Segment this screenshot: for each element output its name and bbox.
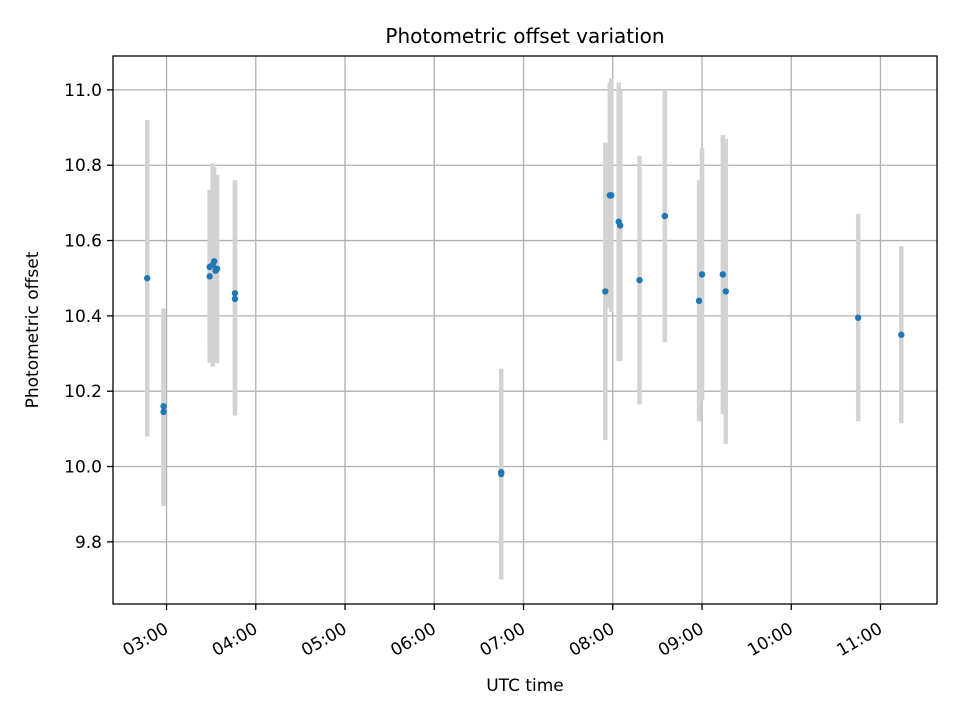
data-point — [144, 275, 151, 282]
data-point — [213, 265, 221, 272]
data-point — [210, 258, 218, 265]
y-tick-label: 10.6 — [64, 232, 102, 252]
x-tick-label: 10:00 — [744, 619, 796, 661]
data-point — [695, 297, 703, 305]
x-tick-label: 11:00 — [834, 619, 886, 661]
data-point — [602, 288, 609, 295]
x-tick-label: 04:00 — [209, 619, 261, 661]
data-point — [231, 290, 239, 297]
y-tick-label: 10.0 — [64, 458, 102, 478]
y-tick-label: 10.4 — [64, 307, 102, 327]
y-tick-label: 10.2 — [64, 382, 102, 402]
data-point — [719, 271, 727, 278]
error-bars — [144, 78, 904, 580]
x-axis-label: UTC time — [486, 676, 564, 696]
data-point — [160, 408, 167, 416]
data-point — [722, 288, 729, 295]
x-tick-label: 07:00 — [477, 619, 529, 661]
y-tick-label: 11.0 — [64, 81, 102, 101]
x-tick-label: 06:00 — [387, 619, 439, 661]
y-axis-label: Photometric offset — [23, 251, 43, 408]
data-point — [206, 273, 213, 280]
data-points — [144, 192, 905, 478]
chart-title: Photometric offset variation — [385, 24, 664, 48]
x-tick-label: 03:00 — [120, 619, 172, 661]
axis-ticks: 03:00 04:00 05:00 06:00 07:00 08:00 09:00 10:00… — [64, 81, 886, 661]
data-point — [636, 276, 643, 284]
data-point — [661, 212, 669, 220]
x-tick-label: 08:00 — [566, 619, 618, 661]
data-point — [698, 271, 706, 278]
x-tick-label: 05:00 — [298, 619, 350, 661]
y-tick-label: 9.8 — [75, 533, 102, 553]
plot-frame — [112, 55, 938, 605]
data-point — [616, 222, 624, 229]
x-tick-label: 09:00 — [655, 619, 707, 661]
y-tick-label: 10.8 — [64, 156, 102, 176]
data-point — [898, 331, 905, 338]
data-point — [231, 295, 239, 303]
data-point — [160, 403, 167, 410]
data-point — [854, 314, 862, 321]
data-point — [608, 192, 615, 199]
data-point — [498, 470, 505, 478]
